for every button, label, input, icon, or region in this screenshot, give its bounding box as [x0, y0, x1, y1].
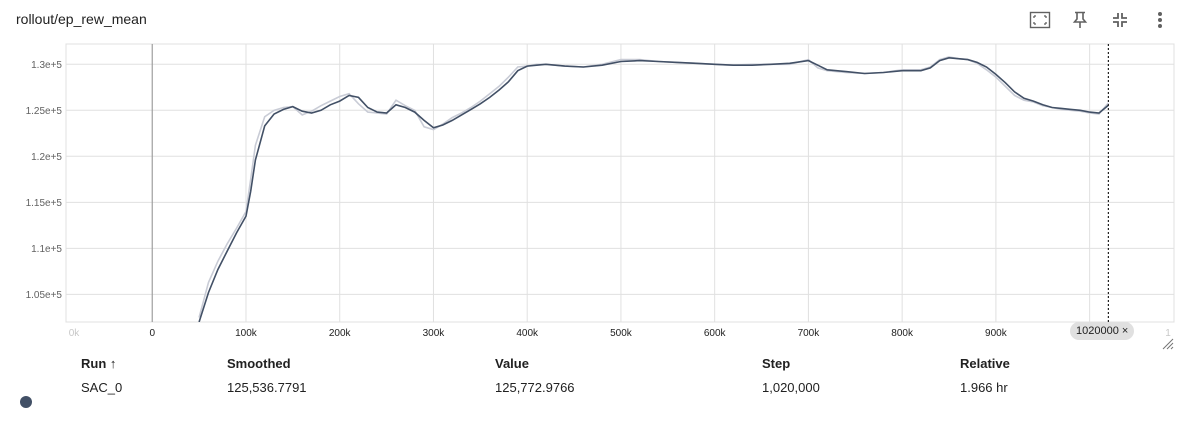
close-icon[interactable]: × — [1121, 325, 1129, 337]
smoothed-series-line — [198, 56, 1109, 322]
cell-smoothed: 125,536.7791 — [227, 380, 307, 395]
column-header-run[interactable]: Run ↑ — [81, 356, 117, 371]
x-tick-label: 200k — [329, 328, 352, 339]
pin-icon — [1072, 11, 1088, 28]
y-tick-label: 1.15e+5 — [26, 198, 63, 209]
column-header-relative[interactable]: Relative — [960, 356, 1010, 371]
line-chart[interactable]: 1.05e+5 1.1e+5 1.15e+5 1.2e+5 1.25e+5 1.3e+5 0… — [0, 0, 1185, 350]
y-tick-label: 1.3e+5 — [31, 60, 62, 71]
y-tick-label: 1.05e+5 — [26, 290, 63, 301]
collapse-button[interactable] — [1103, 8, 1137, 32]
y-tick-label: 1.2e+5 — [31, 152, 62, 163]
collapse-icon — [1113, 13, 1127, 27]
cell-step: 1,020,000 — [762, 380, 820, 395]
column-header-smoothed[interactable]: Smoothed — [227, 356, 291, 371]
fit-domain-button[interactable] — [1023, 8, 1057, 32]
cell-relative: 1.966 hr — [960, 380, 1008, 395]
x-tick-label: 700k — [798, 328, 821, 339]
cell-value: 125,772.9766 — [495, 380, 575, 395]
x-tick-label: 100k — [235, 328, 258, 339]
x-tick-label: 0 — [149, 328, 155, 339]
raw-series-line — [198, 56, 1110, 318]
x-tick-label: 900k — [985, 328, 1008, 339]
x-tick-label: 300k — [423, 328, 446, 339]
x-tick-label: 0k — [69, 328, 81, 339]
column-header-value[interactable]: Value — [495, 356, 529, 371]
y-tick-label: 1.1e+5 — [31, 244, 62, 255]
x-tick-label: 1 — [1165, 328, 1171, 339]
step-cursor-chip[interactable]: 1020000 × — [1070, 322, 1135, 340]
step-cursor-label: 1020000 — [1076, 325, 1119, 337]
cell-run: SAC_0 — [81, 380, 123, 395]
plot-frame — [65, 43, 1175, 323]
x-tick-label: 600k — [704, 328, 727, 339]
y-tick-label: 1.25e+5 — [26, 106, 63, 117]
x-tick-label: 500k — [610, 328, 633, 339]
card-title: rollout/ep_rew_mean — [16, 11, 147, 27]
x-tick-label: 400k — [516, 328, 539, 339]
run-color-dot — [20, 396, 32, 408]
more-options-button[interactable] — [1143, 8, 1177, 32]
card-toolbar — [1023, 8, 1177, 32]
column-header-step[interactable]: Step — [762, 356, 791, 371]
more-vert-icon — [1158, 12, 1162, 28]
resize-handle-icon[interactable] — [1162, 338, 1174, 350]
x-tick-label: 800k — [891, 328, 914, 339]
pin-button[interactable] — [1063, 8, 1097, 32]
fit-domain-icon — [1029, 11, 1051, 29]
